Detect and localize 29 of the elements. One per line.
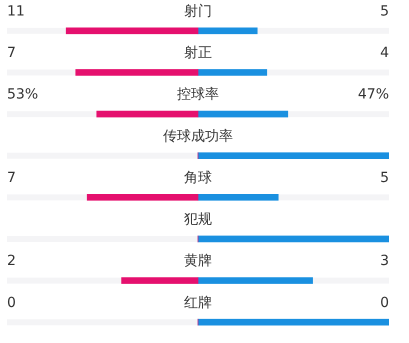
annotation: 4 bbox=[380, 45, 390, 62]
y-tick-label: 角球 bbox=[184, 170, 212, 186]
y-tick-label: 犯规 bbox=[184, 212, 212, 228]
text: 2 bbox=[7, 253, 16, 270]
bar bbox=[198, 110, 288, 118]
annotation: 5 bbox=[380, 170, 389, 186]
bar bbox=[121, 277, 198, 284]
bar bbox=[198, 277, 313, 284]
bar bbox=[96, 110, 198, 118]
bar bbox=[198, 69, 268, 76]
y-tick-label: 传球成功率 bbox=[163, 128, 233, 144]
annotation: 3 bbox=[380, 253, 389, 270]
y-tick-label: 控球率 bbox=[177, 86, 219, 103]
text: 7 bbox=[7, 45, 16, 62]
text: 0 bbox=[7, 294, 16, 311]
bar bbox=[198, 194, 279, 201]
y-tick-label: 黄牌 bbox=[184, 253, 212, 270]
annotation: 0 bbox=[380, 294, 389, 311]
annotation: 47% bbox=[358, 86, 389, 103]
text: 7 bbox=[7, 170, 16, 186]
bar bbox=[75, 69, 198, 76]
y-tick-label: 射正 bbox=[184, 45, 212, 62]
annotation: 5 bbox=[380, 3, 389, 20]
bar bbox=[86, 194, 198, 201]
y-tick-label: 射门 bbox=[184, 3, 212, 20]
text: 53% bbox=[7, 86, 38, 103]
text: 11 bbox=[7, 3, 25, 20]
y-tick-label: 红牌 bbox=[184, 294, 212, 311]
bar bbox=[198, 27, 258, 34]
